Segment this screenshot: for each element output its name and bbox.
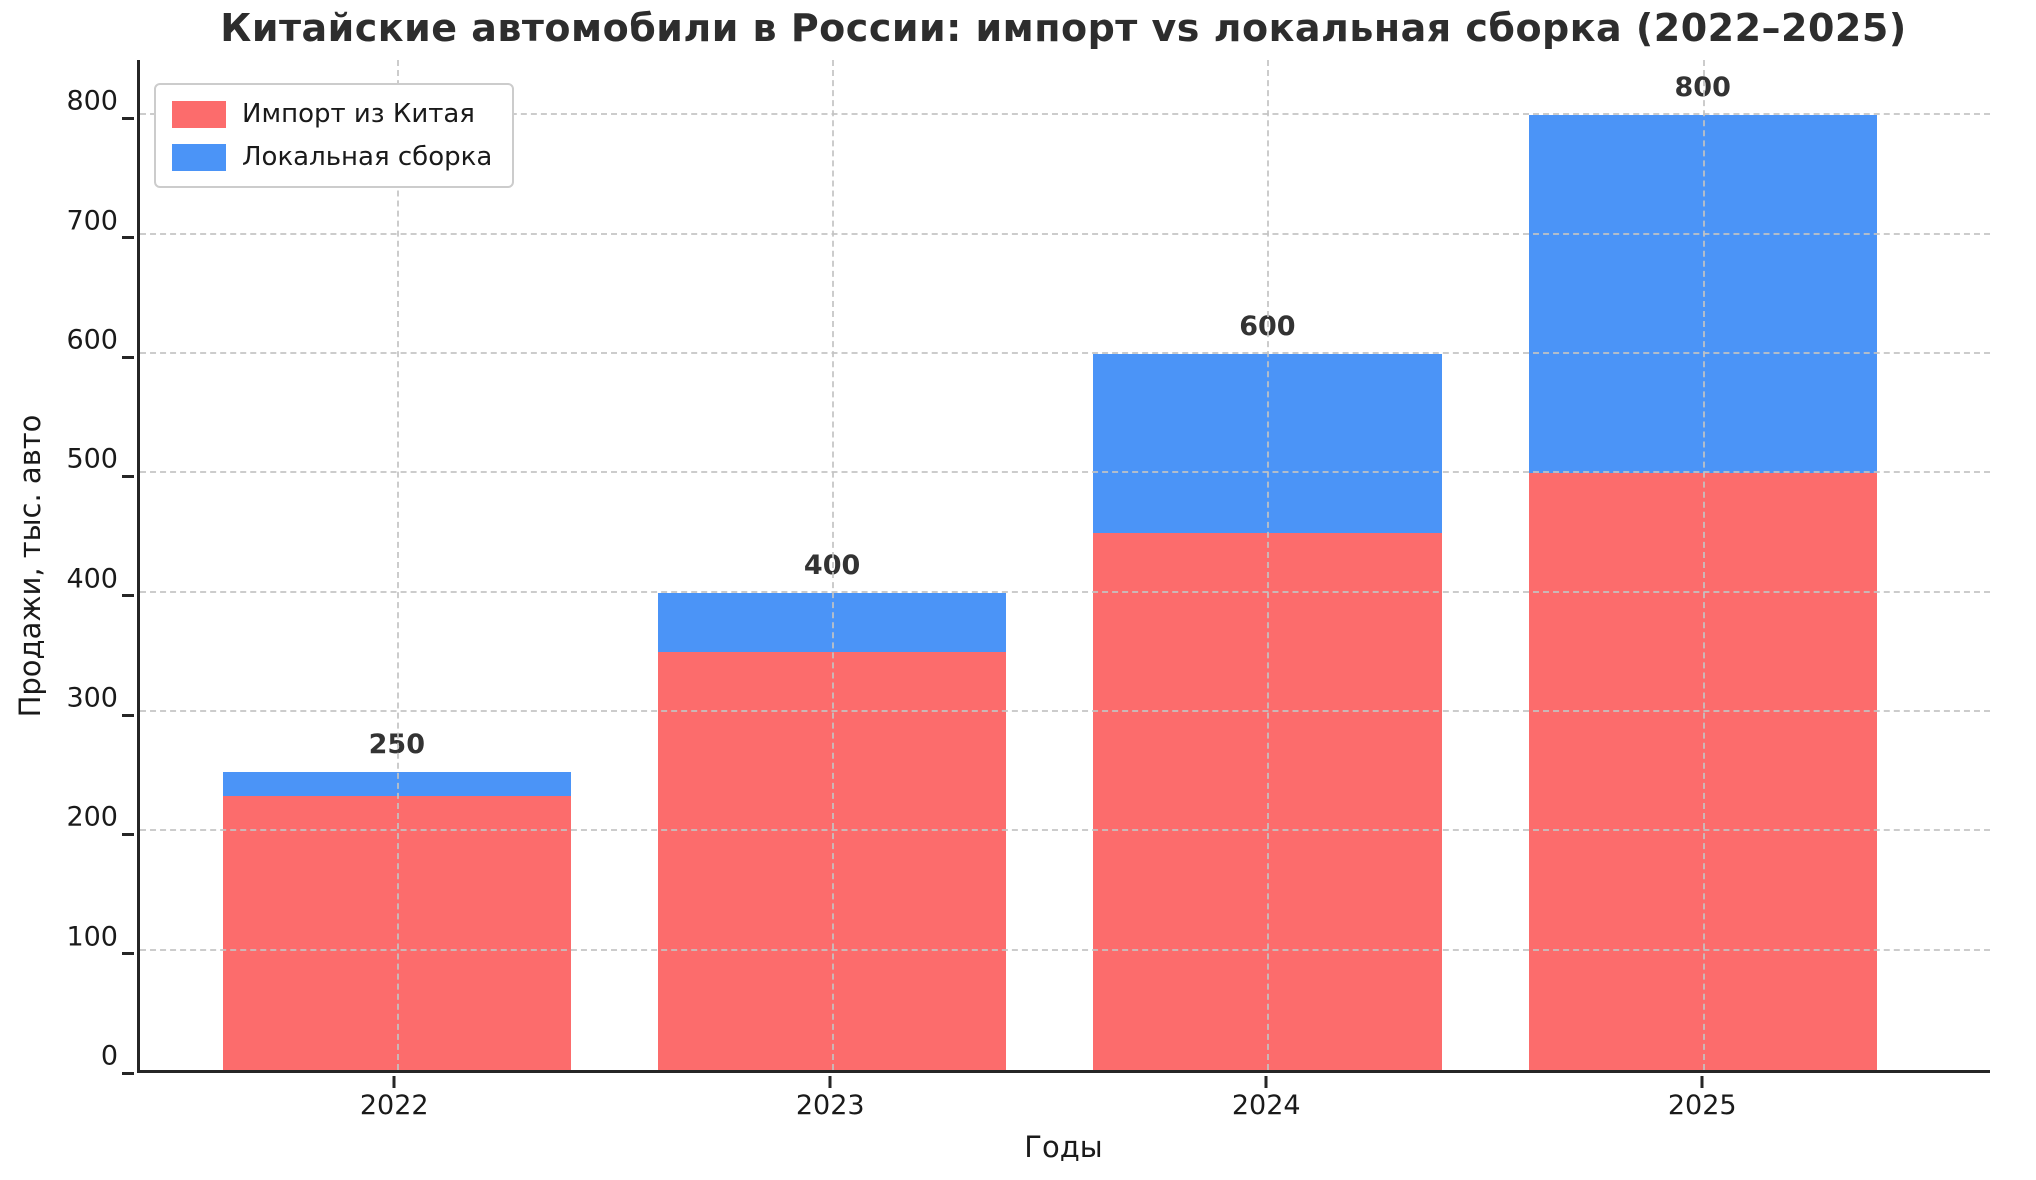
bar-total-label-2023: 400 bbox=[803, 549, 861, 581]
y-tick-mark-800 bbox=[122, 116, 134, 120]
chart-title: Китайские автомобили в России: импорт vs… bbox=[220, 6, 1907, 50]
bar-2025-segment-local bbox=[1528, 115, 1877, 474]
bar-2023 bbox=[658, 592, 1007, 1070]
y-tick-mark-600 bbox=[122, 355, 134, 359]
y-tick-label-0: 0 bbox=[100, 1040, 118, 1072]
y-tick-mark-0 bbox=[122, 1071, 134, 1075]
bar-2025 bbox=[1528, 115, 1877, 1070]
y-tick-mark-300 bbox=[122, 713, 134, 717]
legend-swatch-import bbox=[172, 100, 226, 128]
y-tick-label-400: 400 bbox=[66, 563, 118, 595]
x-tick-label-2022: 2022 bbox=[359, 1090, 429, 1121]
legend-item-local: Локальная сборка bbox=[172, 142, 492, 172]
x-tick-mark-2025 bbox=[1700, 1076, 1704, 1088]
bar-2024 bbox=[1093, 354, 1442, 1070]
bar-total-label-2022: 250 bbox=[368, 728, 425, 760]
legend-item-import: Импорт из Китая bbox=[172, 99, 492, 129]
legend: Импорт из Китая Локальная сборка bbox=[154, 83, 515, 188]
y-tick-mark-700 bbox=[122, 236, 134, 240]
x-tick-label-2023: 2023 bbox=[795, 1090, 865, 1121]
y-tick-label-700: 700 bbox=[66, 205, 118, 237]
bar-2025-segment-import bbox=[1528, 473, 1877, 1070]
x-axis-label: Годы bbox=[1024, 1130, 1103, 1164]
y-tick-mark-500 bbox=[122, 474, 134, 478]
bar-2022-segment-local bbox=[222, 771, 571, 796]
bar-2023-segment-import bbox=[658, 652, 1007, 1070]
y-tick-label-500: 500 bbox=[66, 443, 118, 475]
x-tick-mark-2023 bbox=[828, 1076, 832, 1088]
y-tick-label-800: 800 bbox=[66, 85, 118, 117]
bar-total-label-2025: 800 bbox=[1674, 72, 1731, 104]
y-axis-label: Продажи, тыс. авто bbox=[13, 414, 47, 718]
legend-swatch-local bbox=[172, 143, 226, 171]
x-tick-label-2025: 2025 bbox=[1667, 1090, 1737, 1121]
bar-2022-segment-import bbox=[222, 795, 571, 1070]
y-tick-label-100: 100 bbox=[66, 921, 118, 953]
plot-area: 250 400 600 800 Импорт из Китая Локальная с… bbox=[137, 60, 1990, 1073]
bar-2024-segment-import bbox=[1093, 533, 1442, 1070]
y-tick-label-200: 200 bbox=[66, 801, 118, 833]
x-tick-mark-2024 bbox=[1264, 1076, 1268, 1088]
bar-total-label-2024: 600 bbox=[1239, 311, 1296, 343]
y-axis-tick-labels: 0 100 200 300 400 500 600 700 800 bbox=[0, 60, 118, 1073]
y-tick-mark-200 bbox=[122, 832, 134, 836]
bar-2023-segment-local bbox=[658, 592, 1007, 653]
y-tick-mark-100 bbox=[122, 952, 134, 956]
y-tick-mark-400 bbox=[122, 594, 134, 598]
x-tick-mark-2022 bbox=[392, 1076, 396, 1088]
y-tick-label-600: 600 bbox=[66, 324, 118, 356]
bars-layer: 250 400 600 800 bbox=[140, 60, 1990, 1070]
bar-2022 bbox=[222, 771, 571, 1070]
legend-label-local: Локальная сборка bbox=[242, 142, 493, 172]
legend-label-import: Импорт из Китая bbox=[242, 99, 475, 129]
bar-2024-segment-local bbox=[1093, 354, 1442, 534]
x-tick-label-2024: 2024 bbox=[1231, 1090, 1301, 1121]
y-tick-label-300: 300 bbox=[66, 682, 118, 714]
